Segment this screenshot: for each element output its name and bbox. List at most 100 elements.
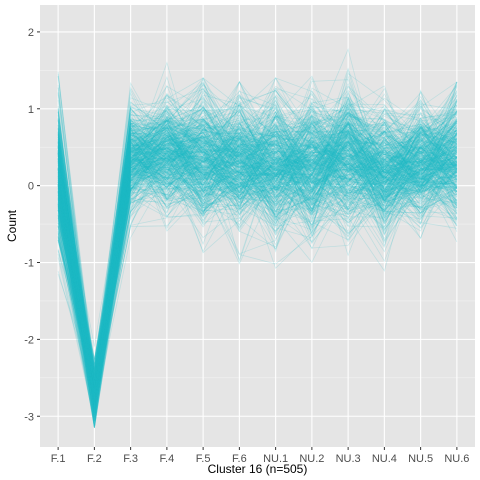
series-line [57,115,458,410]
series-line [57,96,458,377]
y-tick-label: -1 [24,258,34,270]
series-line [57,101,458,379]
series-line [57,130,458,423]
series-line [57,131,458,394]
series-line [57,88,458,378]
series-line [57,100,458,380]
series-line [57,101,458,383]
series-line [57,93,458,394]
series-line [57,108,457,401]
series-line [57,129,458,373]
series-line [57,79,457,397]
series-line [57,127,458,406]
series-line [57,116,457,385]
series-line [57,101,458,361]
series-line [57,120,457,414]
series-line [57,103,458,378]
series-line [57,80,458,372]
series-line [57,127,457,395]
series-line [57,85,458,390]
x-axis-title: Cluster 16 (n=505) [208,462,308,476]
series-line [57,94,457,382]
series-line [57,153,458,408]
series-line [57,135,458,401]
series-line [57,128,457,426]
series-line [57,108,458,402]
series-line [57,97,457,365]
series-line [57,94,458,385]
series-line [57,125,457,413]
series-line [57,101,458,400]
series-line [57,89,458,397]
series-line [57,61,458,404]
series-line [57,169,458,400]
series-line [57,110,458,403]
series-line [57,109,457,397]
series-line [57,115,458,417]
series-line [57,135,458,406]
series-line [57,107,458,399]
series-line [57,143,458,404]
series-line [57,109,458,416]
series-line [57,118,458,396]
series-line [57,101,458,386]
y-axis: 2 1 0 -1 -2 -3 [24,27,40,423]
series-line [57,121,458,416]
series-line [57,100,458,394]
series-line [57,99,458,347]
series-line [57,132,458,423]
series-line [57,112,458,409]
series-line [57,81,458,379]
series-line [57,109,458,394]
series-line [57,118,458,381]
series-line [57,100,458,399]
series-line [57,113,457,404]
series-line [57,108,458,384]
series-line [57,147,458,404]
series-line [57,128,458,417]
series-line [57,76,458,386]
series-line [57,133,458,394]
series-line [57,119,458,398]
series-line [57,106,458,378]
series-line [57,136,457,407]
series-line [57,133,458,393]
x-tick-label: F.3 [123,453,138,465]
series-line [57,122,457,403]
series-line [57,105,458,385]
series-line [57,78,458,387]
series-line [57,103,458,371]
series-line [57,122,458,376]
series-line [57,161,458,407]
series-line [57,106,458,401]
series-line [57,105,458,403]
series-line [57,119,458,408]
series-line [57,122,458,405]
series-line [57,122,458,397]
series-line [57,112,458,416]
series-line [57,119,458,406]
series-line [57,128,458,413]
series-line [57,111,457,385]
series-line [57,119,458,384]
series-line [57,124,457,384]
series-line [57,156,457,386]
series-line [57,75,457,385]
series-line [57,120,458,373]
series-line [57,120,458,365]
series-line [57,170,457,413]
series-line [57,132,458,411]
series-line [57,121,458,390]
series-line [57,134,458,399]
series-line [57,138,458,418]
series-line [57,81,458,386]
series-line [57,151,458,412]
series-line [57,95,457,397]
series-line [57,135,458,389]
series-line [57,133,457,387]
series-line [57,89,458,368]
series-line [57,97,457,394]
series-line [57,97,457,379]
series-line [57,96,457,404]
series-line [57,104,457,380]
